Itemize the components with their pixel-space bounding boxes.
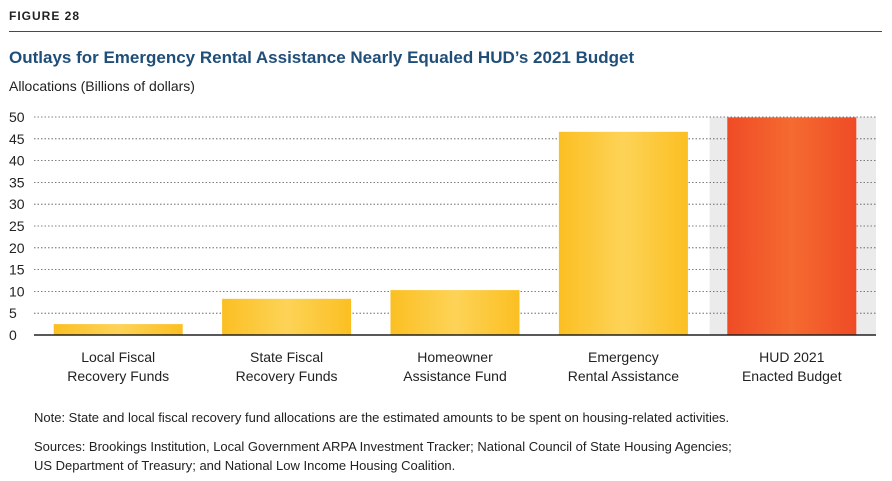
x-tick-label: Enacted Budget (742, 368, 842, 384)
x-tick-label: State Fiscal (250, 349, 323, 365)
y-tick-label: 5 (9, 305, 17, 321)
y-tick-label: 50 (9, 109, 25, 125)
bar-hud-2021-enacted-budget (727, 117, 857, 335)
x-tick-label: Homeowner (417, 349, 493, 365)
y-axis-label: Allocations (Billions of dollars) (9, 78, 195, 94)
sources-line-1: Sources: Brookings Institution, Local Go… (34, 439, 732, 454)
x-tick-label: Recovery Funds (236, 368, 338, 384)
x-tick-label: Recovery Funds (67, 368, 169, 384)
chart-note: Note: State and local fiscal recovery fu… (34, 410, 730, 425)
chart-sources: Sources: Brookings Institution, Local Go… (34, 437, 732, 475)
header-divider (9, 31, 882, 32)
x-tick-label: Rental Assistance (568, 368, 679, 384)
bar-homeowner-assistance-fund (390, 290, 520, 335)
sources-line-2: US Department of Treasury; and National … (34, 458, 456, 473)
figure-label: FIGURE 28 (9, 9, 81, 23)
bar-local-fiscal-recovery-funds (53, 324, 183, 335)
y-tick-label: 25 (9, 218, 25, 234)
y-tick-label: 35 (9, 174, 25, 190)
bar-state-fiscal-recovery-funds (222, 298, 352, 335)
y-tick-label: 40 (9, 153, 25, 169)
chart-title: Outlays for Emergency Rental Assistance … (9, 48, 635, 67)
x-tick-label: Emergency (588, 349, 659, 365)
x-tick-label: HUD 2021 (759, 349, 825, 365)
y-tick-label: 0 (9, 327, 17, 343)
x-tick-label: Local Fiscal (81, 349, 155, 365)
x-tick-label: Assistance Fund (403, 368, 507, 384)
y-tick-label: 30 (9, 196, 25, 212)
y-tick-label: 20 (9, 240, 25, 256)
bar-chart: 0 5 10 15 20 25 30 35 40 45 50 Local Fiscal Recovery… (9, 109, 876, 384)
y-tick-label: 45 (9, 131, 25, 147)
y-tick-label: 15 (9, 262, 25, 278)
y-tick-label: 10 (9, 283, 25, 299)
bar-emergency-rental-assistance (558, 131, 688, 335)
